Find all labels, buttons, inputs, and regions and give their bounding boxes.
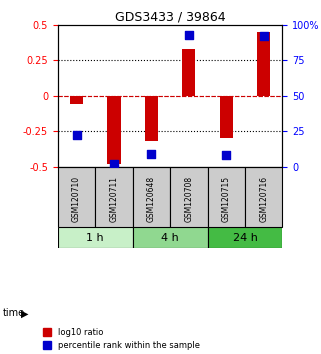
Text: GSM120715: GSM120715 bbox=[222, 176, 231, 222]
FancyBboxPatch shape bbox=[245, 167, 282, 228]
Bar bbox=[257, 32, 270, 96]
FancyBboxPatch shape bbox=[208, 228, 282, 248]
Point bbox=[186, 32, 191, 38]
Text: GSM120711: GSM120711 bbox=[109, 176, 118, 222]
FancyBboxPatch shape bbox=[170, 167, 208, 228]
Text: GSM120710: GSM120710 bbox=[72, 176, 81, 222]
FancyBboxPatch shape bbox=[95, 167, 133, 228]
FancyBboxPatch shape bbox=[133, 228, 208, 248]
Text: GSM120648: GSM120648 bbox=[147, 176, 156, 222]
FancyBboxPatch shape bbox=[58, 167, 95, 228]
Bar bbox=[220, 96, 233, 138]
Point bbox=[74, 133, 79, 138]
Point bbox=[261, 33, 266, 39]
Text: GSM120716: GSM120716 bbox=[259, 176, 268, 222]
Bar bbox=[182, 49, 195, 96]
Text: ▶: ▶ bbox=[21, 308, 28, 318]
Point bbox=[111, 161, 117, 167]
Bar bbox=[70, 96, 83, 104]
Text: 1 h: 1 h bbox=[86, 233, 104, 242]
FancyBboxPatch shape bbox=[133, 167, 170, 228]
Text: time: time bbox=[3, 308, 25, 318]
Bar bbox=[145, 96, 158, 141]
FancyBboxPatch shape bbox=[58, 228, 133, 248]
FancyBboxPatch shape bbox=[208, 167, 245, 228]
Title: GDS3433 / 39864: GDS3433 / 39864 bbox=[115, 11, 225, 24]
Text: GSM120708: GSM120708 bbox=[184, 176, 193, 222]
Point bbox=[149, 151, 154, 157]
Text: 4 h: 4 h bbox=[161, 233, 179, 242]
Legend: log10 ratio, percentile rank within the sample: log10 ratio, percentile rank within the … bbox=[43, 328, 200, 350]
Bar bbox=[108, 96, 120, 164]
Point bbox=[224, 153, 229, 158]
Text: 24 h: 24 h bbox=[233, 233, 257, 242]
